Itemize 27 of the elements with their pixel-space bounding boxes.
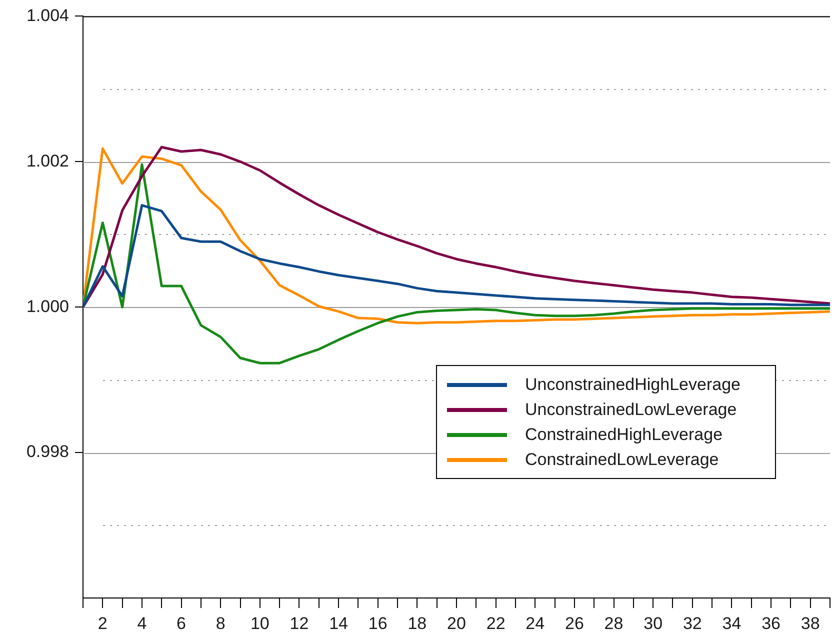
x-tick-label: 24 [526,614,545,633]
y-tick-label: 1.002 [26,151,69,170]
x-tick-label: 32 [682,614,702,633]
x-tick-label: 10 [250,614,270,633]
x-tick-label: 36 [762,614,780,633]
x-tick-label: 38 [800,614,820,633]
x-tick-label: 34 [722,614,742,633]
legend-label: UnconstrainedHighLeverage [525,374,740,394]
x-tick-label: 18 [408,614,427,633]
x-tick-label: 14 [329,614,348,633]
x-tick-label: 26 [564,614,584,633]
x-tick-label: 12 [290,614,309,633]
x-tick-label: 28 [604,614,624,633]
x-tick-label: 4 [137,614,147,633]
x-tick-label: 30 [644,614,663,633]
legend-label: ConstrainedHighLeverage [525,424,723,444]
x-tick-label: 8 [216,614,226,633]
x-tick-label: 22 [486,614,506,633]
x-tick-label: 20 [447,614,466,633]
legend-label: ConstrainedLowLeverage [525,450,719,470]
legend-label: UnconstrainedLowLeverage [525,400,737,420]
x-tick-label: 6 [176,614,186,633]
y-tick-label: 0.998 [26,442,69,462]
y-tick-label: 1.004 [26,6,69,25]
y-tick-label: 1.000 [26,296,69,316]
x-tick-label: 16 [368,614,388,633]
x-tick-label: 2 [98,614,108,633]
